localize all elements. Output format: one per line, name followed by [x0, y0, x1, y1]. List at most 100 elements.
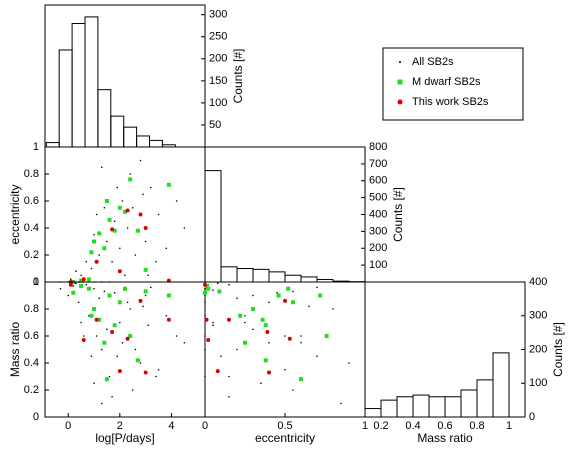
hist-bar — [477, 380, 493, 417]
y-tick-label: 0.2 — [24, 249, 39, 261]
point — [292, 389, 294, 391]
y-tick-label: 0.4 — [24, 357, 39, 369]
point — [111, 261, 113, 263]
point — [126, 208, 130, 212]
y-tick-label: 0.6 — [24, 195, 39, 207]
point — [126, 337, 130, 341]
hist-bar — [150, 140, 163, 147]
point — [93, 234, 95, 236]
point — [129, 173, 131, 175]
y-tick-label: 0.2 — [24, 384, 39, 396]
point — [113, 323, 117, 327]
legend-marker — [398, 100, 403, 105]
point — [316, 355, 318, 357]
hist-bar — [461, 390, 477, 417]
panel-frame — [45, 282, 205, 417]
point — [316, 287, 318, 289]
x-tick-label: 0.6 — [437, 420, 452, 432]
point — [138, 213, 142, 217]
point — [276, 292, 278, 294]
point — [158, 369, 160, 371]
point — [300, 335, 302, 337]
point — [318, 294, 322, 298]
point — [167, 318, 171, 322]
y-tick-label: 0.8 — [24, 168, 39, 180]
point — [108, 294, 112, 298]
point — [150, 187, 152, 189]
point — [119, 247, 121, 249]
x-tick-label: 4 — [168, 420, 174, 432]
point — [114, 292, 116, 294]
point — [206, 287, 210, 291]
point — [145, 295, 147, 297]
y-axis-label: Counts [#] — [391, 187, 405, 242]
y-tick-label: 300 — [209, 9, 227, 21]
point — [73, 285, 75, 287]
point — [142, 193, 144, 195]
y-tick-label: 200 — [369, 242, 387, 254]
point — [236, 349, 238, 351]
point — [80, 322, 82, 324]
point — [277, 294, 281, 298]
point — [220, 355, 222, 357]
x-axis-label: Mass ratio — [417, 431, 473, 445]
point — [78, 301, 80, 303]
x-axis-label: eccentricity — [255, 431, 315, 445]
point — [284, 335, 286, 337]
y-tick-label: 0.4 — [24, 222, 39, 234]
point — [228, 284, 230, 286]
point — [118, 269, 122, 273]
point — [104, 291, 106, 293]
point — [124, 274, 126, 276]
point — [122, 342, 124, 344]
point — [144, 268, 148, 272]
point — [300, 342, 302, 344]
point — [216, 369, 220, 373]
point — [228, 376, 230, 378]
y-tick-label: 1 — [33, 141, 39, 153]
point — [105, 377, 109, 381]
point — [204, 301, 206, 303]
point — [80, 274, 82, 276]
point — [96, 335, 98, 337]
point — [217, 289, 221, 293]
point — [116, 187, 118, 189]
point — [155, 376, 157, 378]
hist-bar — [429, 397, 445, 417]
hist-bar — [124, 127, 137, 147]
y-tick-label: 200 — [209, 53, 227, 65]
point — [144, 289, 148, 293]
point — [104, 207, 106, 209]
point — [267, 370, 271, 374]
point — [127, 227, 129, 229]
point — [123, 287, 127, 291]
point — [204, 315, 206, 317]
point — [110, 330, 114, 334]
point — [251, 307, 255, 311]
point — [97, 231, 101, 235]
point — [118, 206, 122, 210]
point — [69, 283, 73, 287]
x-axis-label: log[P/days] — [95, 431, 154, 445]
hist-bar — [413, 395, 429, 417]
point — [243, 341, 247, 345]
point — [264, 323, 268, 327]
x-tick-label: 0.5 — [277, 420, 292, 432]
point — [227, 318, 231, 322]
point — [283, 299, 287, 303]
point — [91, 268, 93, 270]
point — [132, 389, 134, 391]
point — [165, 247, 167, 249]
point — [118, 369, 122, 373]
point — [135, 349, 137, 351]
point — [135, 254, 137, 256]
hist-bar — [98, 90, 111, 147]
point — [264, 358, 268, 362]
point — [89, 250, 93, 254]
point — [217, 283, 219, 285]
y-tick-label: 800 — [369, 141, 387, 153]
point — [144, 226, 148, 230]
hist-bar — [137, 136, 150, 147]
x-tick-label: 0.2 — [373, 420, 388, 432]
legend-marker — [399, 61, 401, 63]
